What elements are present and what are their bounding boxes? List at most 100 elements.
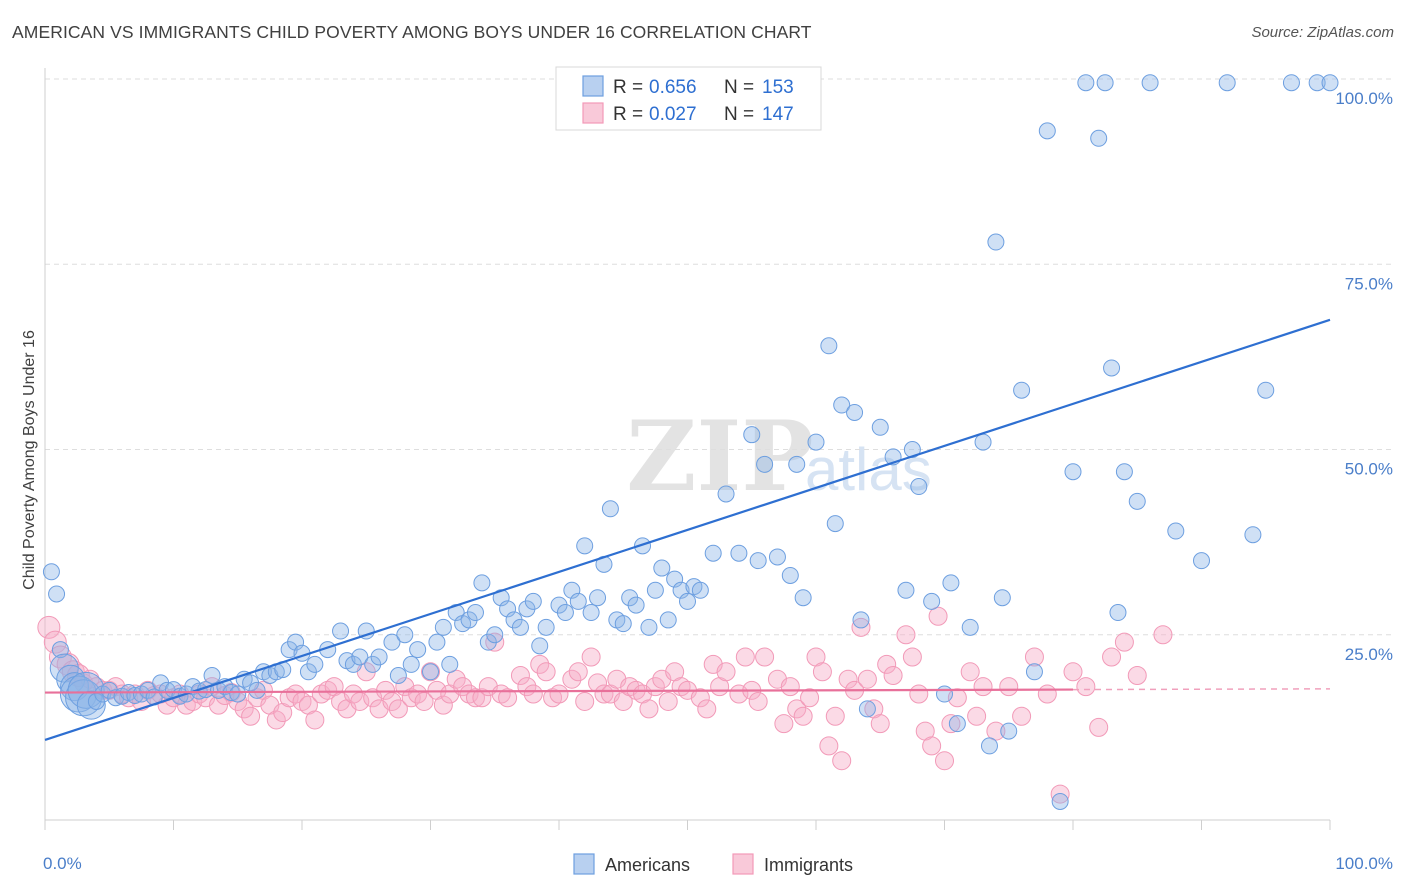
immigrants-point [208,695,228,715]
americans-point [672,581,690,599]
immigrants-point [735,647,755,667]
bottom-legend-immigrants: Immigrants [764,855,853,875]
americans-point [1128,492,1146,510]
americans-point [871,418,889,436]
americans-point [1025,663,1043,681]
immigrants-point [549,684,569,704]
americans-point [556,604,574,622]
immigrants-point [343,684,363,704]
americans-point [473,574,491,592]
immigrants-point [421,662,440,682]
americans-point [627,596,645,614]
americans-point [537,618,555,636]
immigrants-point [1076,677,1096,697]
americans-point [229,685,247,703]
immigrants-point [928,606,948,626]
americans-point [826,515,844,533]
americans-point [67,671,105,709]
immigrants-point [896,625,916,645]
y-tick-label: 50.0% [1345,460,1393,479]
americans-point [524,592,542,610]
immigrants-point [408,684,428,704]
americans-point [634,537,652,555]
immigrants-point [960,662,980,682]
americans-point [1308,74,1326,92]
americans-points [42,74,1339,810]
immigrants-point [536,662,556,682]
americans-point [910,478,928,496]
americans-point [589,589,607,607]
americans-point [1321,74,1339,92]
immigrants-point [485,632,505,652]
americans-point [788,455,806,473]
legend-swatch-americans [582,75,604,97]
immigrants-point [401,688,421,708]
bottom-legend-americans: Americans [605,855,690,875]
americans-point [434,618,452,636]
americans-point [659,611,677,629]
americans-point [897,581,915,599]
y-tick-label: 75.0% [1345,274,1393,293]
immigrants-point [787,699,807,719]
immigrants-point [1024,647,1044,667]
americans-point [486,626,504,644]
americans-point [51,641,69,659]
x-tick-label: 100.0% [1335,854,1393,873]
immigrants-point [234,699,254,719]
immigrants-point [594,684,614,704]
americans-point [59,675,97,713]
immigrants-point [523,684,543,704]
immigrants-point [941,714,961,734]
americans-point [569,592,587,610]
immigrants-point [690,688,710,708]
immigrants-point [986,721,1006,741]
immigrants-point [857,669,877,689]
immigrants-trend-line [44,688,1074,694]
americans-point [370,648,388,666]
legend-box: R = 0.656 N = 153 R = 0.027 N = 147 [555,66,822,131]
legend-r-label: R = [613,77,643,98]
immigrants-point [1037,684,1057,704]
immigrants-point [37,615,61,639]
immigrants-point [465,688,485,708]
chart-title: AMERICAN VS IMMIGRANTS CHILD POVERTY AMO… [12,22,812,42]
americans-point [576,537,594,555]
immigrants-trend-extension [1072,688,1331,691]
americans-point [48,585,66,603]
americans-point [1167,522,1185,540]
immigrants-point [755,647,775,667]
americans-point [428,633,446,651]
immigrants-point [973,677,993,697]
immigrants-point [999,677,1019,697]
immigrants-point [825,706,845,726]
immigrants-point [812,662,832,682]
americans-point [1244,526,1262,544]
immigrants-point [266,710,286,730]
americans-point [531,637,549,655]
watermark-atlas: atlas [805,436,932,503]
legend-r-value: 0.027 [649,104,697,125]
americans-point [1038,122,1056,140]
legend-r-value: 0.656 [649,77,697,98]
immigrants-point [1089,717,1109,737]
immigrants-point [870,714,890,734]
americans-point [332,622,350,640]
americans-point [993,589,1011,607]
americans-point [756,455,774,473]
americans-point [402,655,420,673]
americans-point [974,433,992,451]
immigrants-point [883,666,903,686]
americans-point [743,426,761,444]
legend-swatch-immigrants [582,102,604,124]
immigrants-point [279,688,299,708]
americans-point [833,396,851,414]
americans-point [717,485,735,503]
americans-point [980,737,998,755]
immigrants-point [562,669,582,689]
immigrants-point [510,666,530,686]
immigrants-point [575,691,595,711]
immigrants-point [1127,666,1147,686]
americans-point [76,690,106,720]
americans-point [961,618,979,636]
